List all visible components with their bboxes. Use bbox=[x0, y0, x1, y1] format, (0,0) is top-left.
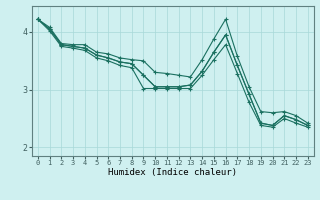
X-axis label: Humidex (Indice chaleur): Humidex (Indice chaleur) bbox=[108, 168, 237, 177]
